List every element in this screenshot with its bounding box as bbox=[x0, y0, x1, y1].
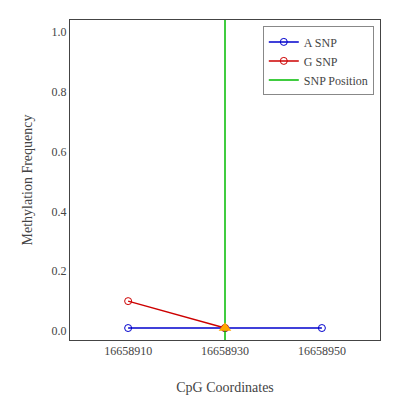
svg-text:Methylation Frequency: Methylation Frequency bbox=[20, 114, 35, 245]
svg-text:0.0: 0.0 bbox=[52, 324, 67, 338]
svg-text:CpG Coordinates: CpG Coordinates bbox=[176, 380, 274, 395]
svg-text:1.0: 1.0 bbox=[52, 25, 67, 39]
svg-text:16658950: 16658950 bbox=[298, 344, 346, 358]
svg-text:G SNP: G SNP bbox=[304, 55, 338, 69]
svg-text:0.4: 0.4 bbox=[52, 205, 67, 219]
svg-text:16658910: 16658910 bbox=[104, 344, 152, 358]
svg-text:0.6: 0.6 bbox=[52, 145, 67, 159]
svg-text:0.2: 0.2 bbox=[52, 264, 67, 278]
svg-text:SNP Position: SNP Position bbox=[304, 74, 368, 88]
svg-text:0.8: 0.8 bbox=[52, 85, 67, 99]
svg-text:16658930: 16658930 bbox=[201, 344, 249, 358]
svg-text:A SNP: A SNP bbox=[304, 36, 337, 50]
